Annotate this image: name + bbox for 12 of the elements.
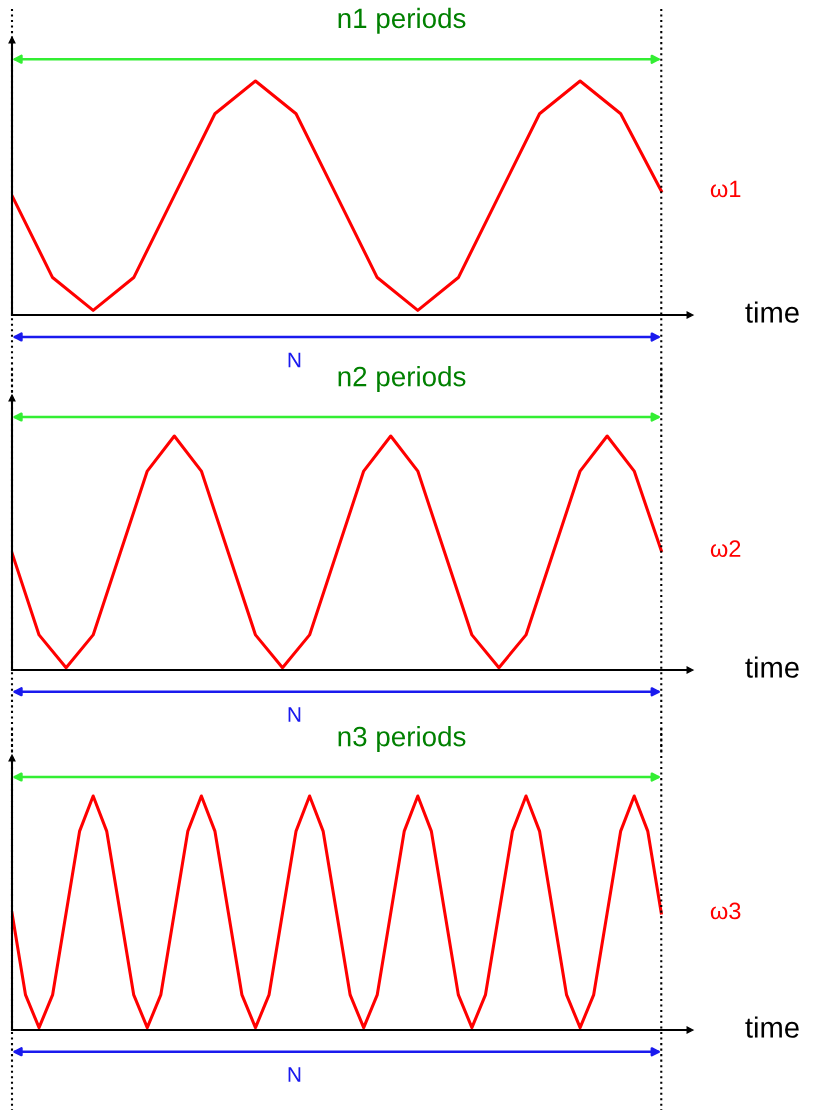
x-axis-title: time [745, 656, 799, 678]
text: N [288, 707, 301, 722]
text: N [288, 352, 301, 368]
text: ω3 [710, 902, 741, 920]
text: n3 periods [338, 726, 466, 752]
x-axis-title: time [745, 1016, 799, 1038]
text: ω1 [710, 180, 741, 198]
text: N [288, 1067, 301, 1082]
x-axis-title: time [745, 301, 799, 323]
text: n1 periods [338, 7, 466, 34]
text: ω2 [710, 540, 741, 557]
text: n2 periods [338, 366, 466, 392]
